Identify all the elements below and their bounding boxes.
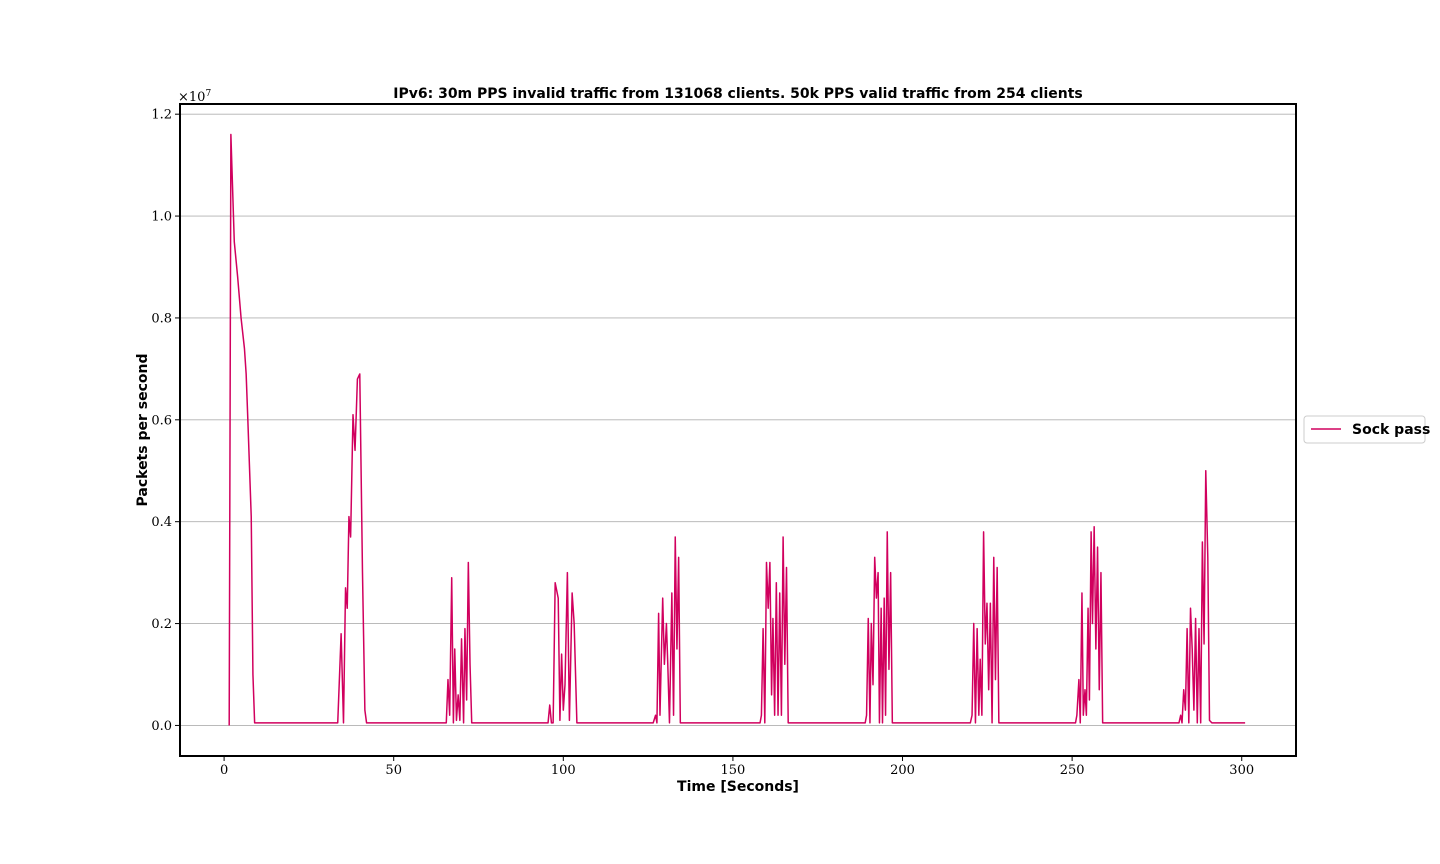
y-scale-multiplier: ×107: [178, 89, 211, 105]
y-tick-label: 0.8: [151, 311, 172, 326]
x-axis: 0 50 100 150 200 250 300: [220, 756, 1254, 778]
y-scale-base: ×10: [178, 90, 205, 105]
y-scale-exponent: 7: [205, 89, 211, 99]
x-tick-label: 300: [1229, 763, 1254, 778]
y-axis-label: Packets per second: [135, 354, 151, 507]
legend-label: Sock pass: [1352, 422, 1430, 438]
x-tick-label: 200: [890, 763, 915, 778]
x-tick-label: 0: [220, 763, 228, 778]
x-tick-label: 50: [385, 763, 402, 778]
gridlines: [180, 113, 1296, 726]
series-line-0: [228, 133, 1246, 726]
y-tick-label: 1.0: [151, 210, 172, 225]
plot-frame: [179, 103, 1297, 757]
x-axis-label: Time [Seconds]: [677, 779, 799, 795]
y-tick-label: 0.2: [151, 617, 172, 632]
y-tick-label: 1.2: [151, 108, 172, 123]
legend-box: [1303, 415, 1426, 444]
y-tick-label: 0.0: [151, 719, 172, 734]
x-tick-label: 100: [551, 763, 576, 778]
y-tick-label: 0.6: [151, 413, 172, 428]
x-tick-label: 150: [720, 763, 745, 778]
x-tick-label: 250: [1060, 763, 1085, 778]
y-axis: 0.0 0.2 0.4 0.6 0.8 1.0 1.2: [151, 108, 180, 734]
chart-title: IPv6: 30m PPS invalid traffic from 13106…: [393, 86, 1082, 102]
y-tick-label: 0.4: [151, 515, 172, 530]
legend: Sock pass: [1303, 415, 1430, 444]
series-layer: [228, 133, 1246, 726]
